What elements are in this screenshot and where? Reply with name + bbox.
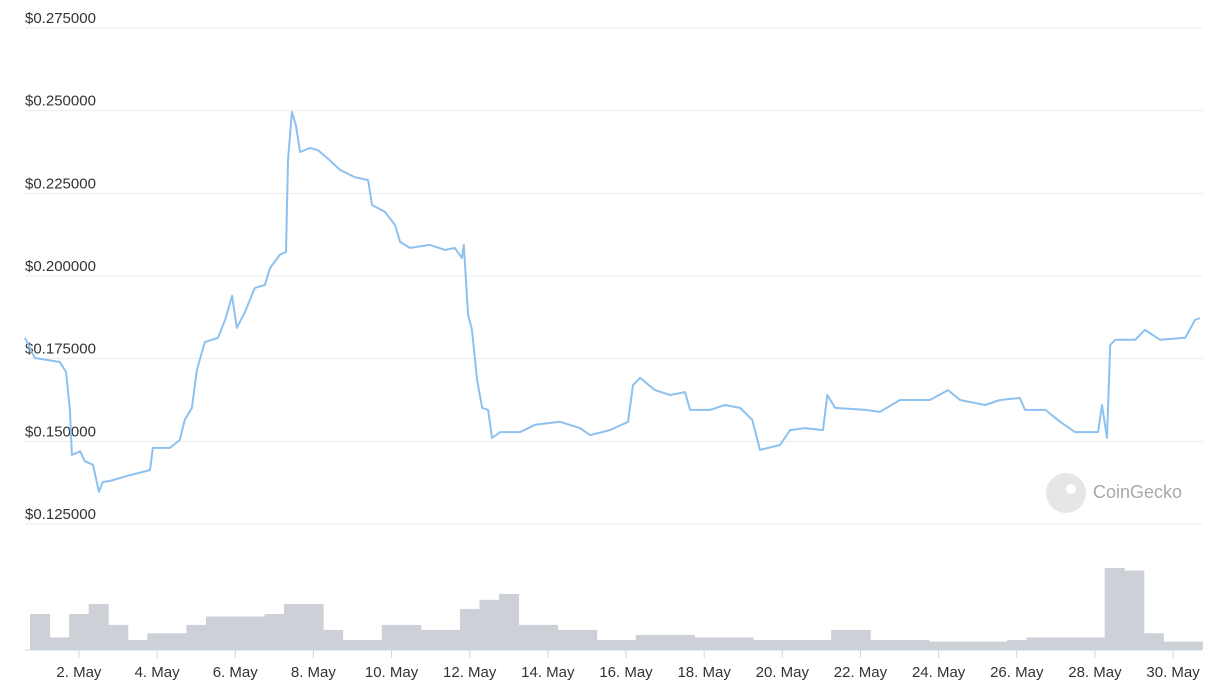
x-tick-label: 16. May xyxy=(599,664,653,681)
volume-bar xyxy=(1104,568,1125,650)
x-tick-label: 2. May xyxy=(56,664,102,681)
volume-bar xyxy=(870,639,891,650)
watermark-logo-eye xyxy=(1066,484,1076,494)
volume-bar xyxy=(69,614,90,650)
volume-bar xyxy=(323,629,344,650)
x-tick-label: 12. May xyxy=(443,664,497,681)
volume-bar xyxy=(948,641,969,650)
volume-bar xyxy=(889,639,910,650)
volume-bar xyxy=(108,624,129,650)
volume-bar xyxy=(987,641,1008,650)
y-tick-label: $0.200000 xyxy=(25,258,96,275)
x-tick-label: 20. May xyxy=(756,664,810,681)
volume-bar xyxy=(166,633,187,650)
volume-bar xyxy=(967,641,988,650)
volume-bar xyxy=(518,624,539,650)
volume-bar xyxy=(1065,637,1086,650)
volume-bar xyxy=(245,616,266,650)
volume-bar xyxy=(772,639,793,650)
volume-bar xyxy=(147,633,168,650)
volume-bar xyxy=(616,639,637,650)
volume-bar xyxy=(928,641,949,650)
volume-bar xyxy=(186,624,207,650)
volume-bar xyxy=(1143,633,1164,650)
watermark-logo xyxy=(1046,473,1086,513)
volume-bar xyxy=(792,639,813,650)
volume-bar xyxy=(557,629,578,650)
volume-bar xyxy=(381,624,402,650)
volume-bar xyxy=(831,629,852,650)
volume-bar xyxy=(362,639,383,650)
volume-bar xyxy=(635,634,656,650)
volume-bar xyxy=(1046,637,1067,650)
x-tick-label: 10. May xyxy=(365,664,419,681)
volume-bar xyxy=(850,629,871,650)
y-tick-label: $0.225000 xyxy=(25,175,96,192)
volume-bar xyxy=(459,609,480,650)
volume-bar xyxy=(538,624,559,650)
volume-bar xyxy=(499,593,520,650)
volume-bar xyxy=(1182,641,1203,650)
volume-bar xyxy=(49,637,70,650)
watermark-text: CoinGecko xyxy=(1093,482,1182,502)
volume-bar xyxy=(401,624,422,650)
x-tick-label: 30. May xyxy=(1146,664,1200,681)
volume-bar xyxy=(440,629,461,650)
x-tick-label: 26. May xyxy=(990,664,1044,681)
volume-bar xyxy=(909,639,930,650)
volume-bar xyxy=(420,629,441,650)
volume-bar xyxy=(205,616,226,650)
plot: $0.125000 $0.150000 $0.175000 $0.200000 $0.2… xyxy=(24,10,1203,681)
volume-bar xyxy=(1163,641,1184,650)
volume-bar xyxy=(342,639,363,650)
x-tick-label: 8. May xyxy=(291,664,337,681)
volume-bar xyxy=(655,634,676,650)
y-tick-label: $0.250000 xyxy=(25,93,96,110)
volume-bar xyxy=(88,603,109,650)
volume-bar xyxy=(674,634,695,650)
volume-bar xyxy=(303,603,324,650)
volume-bar xyxy=(30,614,51,650)
x-tick-label: 22. May xyxy=(834,664,888,681)
volume-bar xyxy=(264,614,285,650)
y-tick-label: $0.275000 xyxy=(25,10,96,27)
volume-bar xyxy=(577,629,598,650)
volume-bar xyxy=(479,599,500,650)
x-tick-label: 4. May xyxy=(135,664,181,681)
x-tick-label: 18. May xyxy=(677,664,731,681)
volume-bar xyxy=(225,616,246,650)
volume-bar xyxy=(694,637,715,650)
volume-bar xyxy=(127,639,148,650)
y-tick-label: $0.125000 xyxy=(25,506,96,523)
volume-bar xyxy=(1007,639,1028,650)
volume-bar xyxy=(753,639,774,650)
y-tick-label: $0.150000 xyxy=(25,423,96,440)
x-tick-label: 28. May xyxy=(1068,664,1122,681)
x-tick-label: 14. May xyxy=(521,664,575,681)
watermark: CoinGecko xyxy=(1046,473,1182,513)
volume-bar xyxy=(811,639,832,650)
volume-bar xyxy=(733,637,754,650)
volume-bar xyxy=(596,639,617,650)
volume-bar xyxy=(1124,570,1145,650)
y-tick-label: $0.175000 xyxy=(25,341,96,358)
volume-bar xyxy=(284,603,305,650)
volume-bar xyxy=(713,637,734,650)
price-line xyxy=(24,111,1201,493)
volume-bar xyxy=(1085,637,1106,650)
x-tick-label: 6. May xyxy=(213,664,259,681)
x-tick-label: 24. May xyxy=(912,664,966,681)
volume-bar xyxy=(1026,637,1047,650)
